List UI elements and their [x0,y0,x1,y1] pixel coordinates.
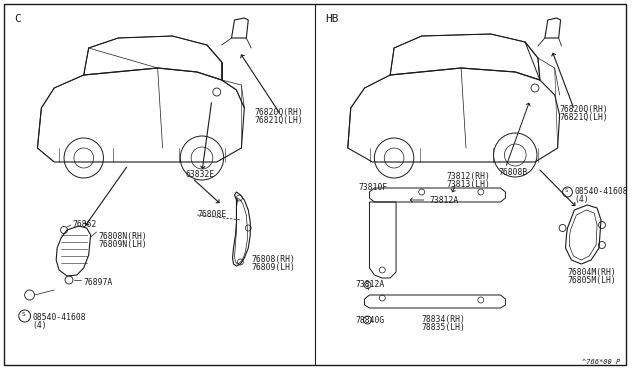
Text: 76820Q(RH): 76820Q(RH) [559,105,609,114]
Text: 76808(RH): 76808(RH) [252,255,295,264]
Text: HB: HB [325,14,339,24]
Text: 76862: 76862 [73,220,97,229]
Text: C: C [14,14,20,24]
FancyBboxPatch shape [4,4,626,365]
Text: 76820Q(RH): 76820Q(RH) [254,108,303,117]
Text: 76809N(LH): 76809N(LH) [99,240,147,249]
Text: 78840G: 78840G [356,316,385,325]
Text: 73812A: 73812A [429,196,459,205]
Text: 73813(LH): 73813(LH) [446,180,490,189]
Text: 76821Q(LH): 76821Q(LH) [559,113,609,122]
Text: 73812A: 73812A [356,280,385,289]
Text: ^766*00 P: ^766*00 P [582,359,621,365]
Text: 63832E: 63832E [185,170,214,179]
Text: 73812(RH): 73812(RH) [446,172,490,181]
Text: 76808E: 76808E [197,210,227,219]
Text: 76821Q(LH): 76821Q(LH) [254,116,303,125]
Text: (4): (4) [574,195,589,204]
Text: 76897A: 76897A [84,278,113,287]
Text: 08540-41608: 08540-41608 [33,313,86,322]
Text: 76808N(RH): 76808N(RH) [99,232,147,241]
Text: S: S [565,187,568,192]
Text: (4): (4) [33,321,47,330]
Text: 76805M(LH): 76805M(LH) [568,276,616,285]
Text: 76809(LH): 76809(LH) [252,263,295,272]
Text: 73810F: 73810F [358,183,388,192]
Text: 78835(LH): 78835(LH) [422,323,465,332]
Text: 08540-41608: 08540-41608 [574,187,628,196]
Text: 76804M(RH): 76804M(RH) [568,268,616,277]
Text: 76808B: 76808B [499,168,528,177]
Text: S: S [22,311,26,317]
Text: 78834(RH): 78834(RH) [422,315,465,324]
